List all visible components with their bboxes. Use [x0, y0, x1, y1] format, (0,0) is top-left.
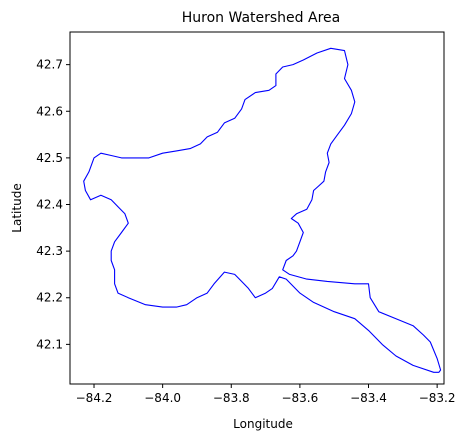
x-tick-label: −84.2: [76, 391, 113, 405]
map-title: Huron Watershed Area: [182, 10, 340, 26]
y-tick-label: 42.6: [36, 104, 63, 118]
watershed-boundary: [83, 47, 442, 373]
y-axis-label: Latitude: [10, 183, 24, 232]
y-tick-label: 42.5: [36, 151, 63, 165]
x-tick-label: −83.8: [213, 391, 250, 405]
plot-frame: [69, 31, 445, 385]
x-tick-label: −83.2: [419, 391, 456, 405]
x-axis: −84.2 −84.0 −83.8 −83.6 −83.4 −83.2: [76, 384, 456, 405]
x-tick-label: −83.4: [350, 391, 387, 405]
y-tick-label: 42.2: [36, 291, 63, 305]
x-tick-label: −83.6: [281, 391, 318, 405]
x-axis-label: Longitude: [233, 417, 293, 431]
y-tick-label: 42.4: [36, 198, 63, 212]
y-tick-label: 42.3: [36, 244, 63, 258]
y-tick-label: 42.7: [36, 58, 63, 72]
x-tick-label: −84.0: [144, 391, 181, 405]
y-tick-label: 42.1: [36, 337, 63, 351]
y-axis: 42.1 42.2 42.3 42.4 42.5 42.6 42.7: [36, 58, 70, 351]
